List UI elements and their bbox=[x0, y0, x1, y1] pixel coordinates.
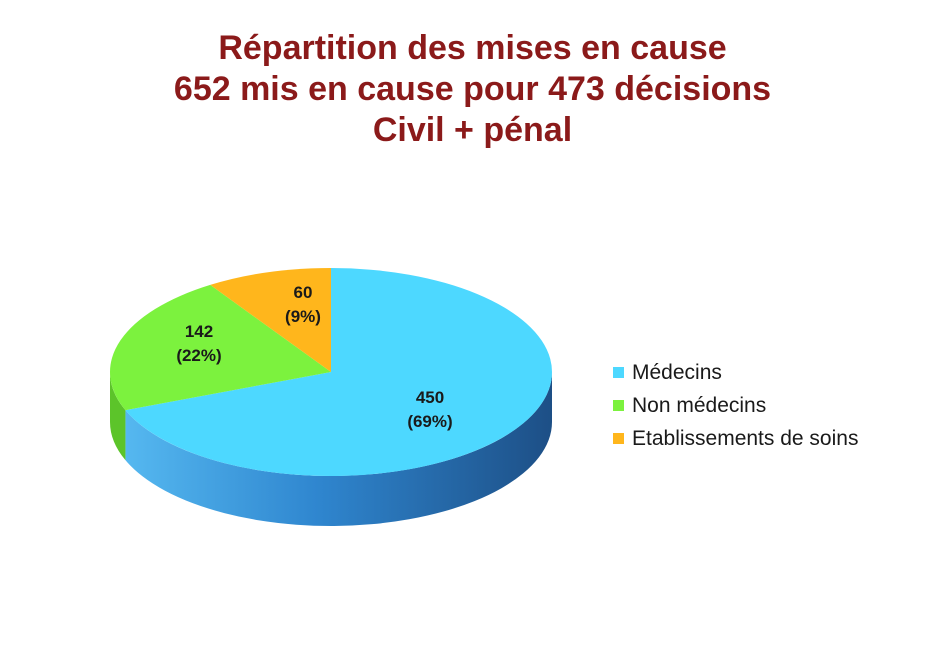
legend: Médecins Non médecins Etablissements de … bbox=[613, 356, 858, 455]
pie-slice-etablissements bbox=[210, 268, 331, 372]
data-label-value-etablissements: 60 bbox=[294, 283, 313, 302]
legend-swatch-non-medecins bbox=[613, 400, 624, 411]
legend-item-medecins: Médecins bbox=[613, 356, 858, 389]
data-label-medecins: 450 (69%) bbox=[407, 388, 452, 431]
legend-label-non-medecins: Non médecins bbox=[632, 393, 767, 417]
title-line-2: 652 mis en cause pour 473 décisions bbox=[173, 70, 772, 108]
legend-item-non-medecins: Non médecins bbox=[613, 389, 858, 422]
data-label-non-medecins: 142 (22%) bbox=[176, 322, 221, 365]
legend-swatch-medecins bbox=[613, 367, 624, 378]
data-label-percent-non-medecins: (22%) bbox=[176, 346, 221, 365]
title-line-3: Civil + pénal bbox=[372, 111, 573, 149]
pie-slice-medecins bbox=[125, 268, 553, 476]
legend-item-etablissements: Etablissements de soins bbox=[613, 422, 858, 455]
legend-label-etablissements: Etablissements de soins bbox=[632, 426, 859, 450]
data-label-percent-medecins: (69%) bbox=[407, 412, 452, 431]
pie-side-medecins bbox=[125, 372, 553, 526]
data-label-etablissements: 60 (9%) bbox=[285, 283, 321, 326]
pie-side-non-medecins bbox=[110, 372, 126, 461]
data-label-value-non-medecins: 142 bbox=[185, 322, 213, 341]
pie-slice-non-medecins bbox=[110, 284, 331, 411]
data-label-percent-etablissements: (9%) bbox=[285, 307, 321, 326]
data-label-value-medecins: 450 bbox=[416, 388, 444, 407]
legend-swatch-etablissements bbox=[613, 433, 624, 444]
chart-title: Répartition des mises en cause 652 mis e… bbox=[0, 28, 945, 151]
legend-label-medecins: Médecins bbox=[632, 360, 722, 384]
title-line-1: Répartition des mises en cause bbox=[218, 29, 727, 67]
